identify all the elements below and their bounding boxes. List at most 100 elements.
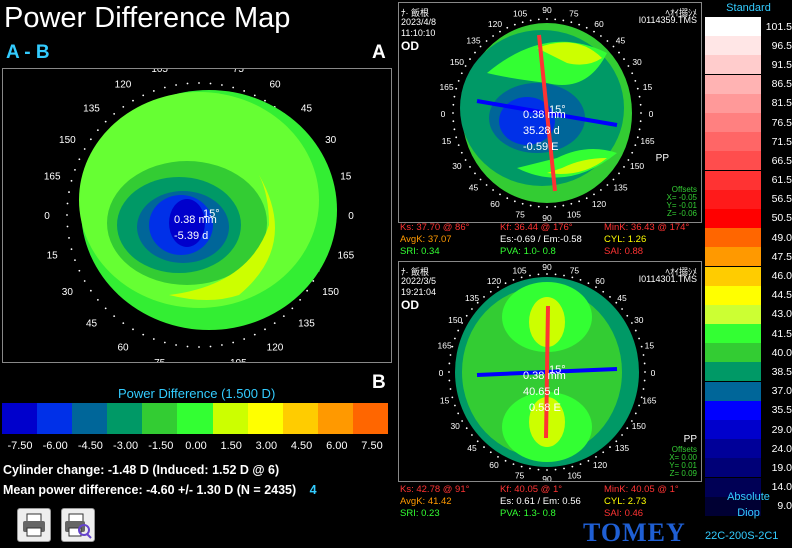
map-b-time: 19:21:04 bbox=[401, 287, 437, 297]
brand-logo: TOMEY bbox=[583, 518, 686, 547]
pd-tick-label: -7.50 bbox=[7, 440, 33, 452]
axis-tick bbox=[282, 315, 285, 318]
axis-tick bbox=[457, 144, 460, 147]
axis-tick bbox=[489, 290, 492, 293]
axis-label: 75 bbox=[515, 470, 525, 480]
axis-label: 135 bbox=[613, 183, 627, 193]
axis-tick bbox=[221, 84, 223, 86]
axis-label: 150 bbox=[322, 287, 339, 298]
difference-map: 0153045607590105120135150165015304560759… bbox=[44, 59, 355, 374]
print-preview-button[interactable] bbox=[61, 508, 95, 542]
map-b-center-line1: 0.38 mm bbox=[523, 370, 566, 382]
cylinder-change: Cylinder change: -1.48 D (Induced: 1.52 … bbox=[3, 463, 280, 477]
axis-label: 45 bbox=[301, 104, 313, 115]
axis-label: 150 bbox=[450, 57, 464, 67]
scale-swatch bbox=[705, 362, 761, 382]
axis-tick bbox=[163, 86, 166, 89]
axis-tick bbox=[89, 289, 92, 292]
axis-label: 135 bbox=[466, 35, 480, 45]
map-b-eye: OD bbox=[401, 298, 419, 312]
scale-row: 35.5 bbox=[705, 400, 792, 420]
axis-label: 165 bbox=[337, 250, 354, 261]
axis-tick bbox=[476, 301, 479, 304]
scale-label: 61.5 bbox=[771, 174, 792, 187]
axis-tick bbox=[638, 95, 641, 98]
pd-scale-block bbox=[212, 403, 248, 434]
axis-tick bbox=[626, 314, 629, 317]
axis-tick bbox=[512, 279, 515, 281]
map-b-name: ﾅ· 飯根 bbox=[401, 267, 429, 277]
axis-tick bbox=[221, 344, 223, 346]
scale-swatch bbox=[705, 113, 761, 133]
label-b: B bbox=[372, 372, 386, 393]
axis-tick bbox=[630, 420, 633, 422]
scale-label: 19.0 bbox=[771, 461, 792, 474]
axis-tick bbox=[451, 396, 454, 399]
scale-row: 71.5 bbox=[705, 132, 792, 152]
axis-tick bbox=[643, 362, 646, 365]
scale-label: 38.5 bbox=[771, 365, 792, 378]
map-a-date: 2023/4/8 bbox=[401, 17, 437, 27]
axis-tick bbox=[554, 18, 557, 21]
scale-label: 91.5 bbox=[771, 58, 792, 71]
scale-row: 37.0 bbox=[705, 381, 792, 401]
map-b-center-line2: 40.65 d bbox=[523, 386, 560, 398]
pd-tick-label: 3.00 bbox=[255, 440, 278, 452]
scale-row: 101.5 bbox=[705, 17, 792, 37]
axis-tick bbox=[585, 197, 588, 200]
scale-swatch bbox=[705, 36, 761, 56]
axis-label: 165 bbox=[438, 341, 452, 351]
scale-swatch bbox=[705, 266, 761, 286]
axis-label: 165 bbox=[44, 172, 61, 183]
axis-label: 15 bbox=[643, 82, 653, 92]
map-b: 0 15 30 45 60 75 90 105 120 135 150 165 0 15 30 45 60 75 9… bbox=[438, 262, 657, 484]
axis-tick bbox=[640, 345, 643, 348]
scale-swatch bbox=[705, 439, 761, 459]
axis-label: 150 bbox=[630, 161, 644, 171]
axis-tick bbox=[504, 459, 507, 462]
scale-swatch bbox=[705, 285, 761, 305]
scale-swatch bbox=[705, 132, 761, 152]
map-a-file: I0114359.TMS bbox=[638, 15, 697, 25]
axis-tick bbox=[563, 274, 565, 277]
axis-tick bbox=[469, 166, 471, 168]
scale-row: 19.0 bbox=[705, 458, 792, 478]
mean-power-difference: Mean power difference: -4.60 +/- 1.30 D … bbox=[3, 483, 317, 497]
pd-scale-block bbox=[317, 403, 353, 434]
pd-scale-block bbox=[107, 403, 143, 434]
axis-tick bbox=[291, 307, 294, 310]
axis-label: 30 bbox=[634, 315, 644, 325]
map-b-center-line3: 0.58 E bbox=[529, 402, 561, 414]
map-a: 0 15 30 45 60 75 90 105 120 135 150 165 0 15 30 45 60 75 9… bbox=[439, 5, 654, 223]
axis-tick bbox=[96, 129, 99, 132]
axis-tick bbox=[606, 40, 609, 42]
axis-tick bbox=[113, 315, 116, 318]
axis-tick bbox=[638, 128, 641, 131]
axis-label: 60 bbox=[594, 19, 604, 29]
print-button[interactable] bbox=[17, 508, 51, 542]
axis-tick bbox=[587, 459, 590, 462]
scale-label: 66.5 bbox=[771, 154, 792, 167]
axis-tick bbox=[521, 202, 524, 205]
map-a-panel: 0 15 30 45 60 75 90 105 120 135 150 165 0 15 30 45 60 75 9… bbox=[398, 2, 702, 223]
axis-tick bbox=[529, 467, 531, 470]
axis-tick bbox=[264, 328, 266, 331]
map-b-pp: PP bbox=[683, 434, 697, 445]
map-a-center-line1: 0.38 mm bbox=[523, 109, 566, 121]
axis-tick bbox=[66, 202, 69, 205]
scale-label: 81.5 bbox=[771, 97, 792, 110]
axis-label: 0 bbox=[348, 211, 354, 222]
axis-tick bbox=[554, 205, 557, 208]
axis-tick bbox=[546, 18, 548, 20]
page-title: Power Difference Map bbox=[4, 2, 291, 34]
axis-tick bbox=[273, 322, 276, 325]
axis-tick bbox=[186, 345, 189, 348]
map-b-panel: 0 15 30 45 60 75 90 105 120 135 150 165 0 15 30 45 60 75 9… bbox=[398, 261, 702, 484]
axis-tick bbox=[506, 26, 509, 29]
pd-tick-label: -4.50 bbox=[77, 440, 103, 452]
axis-tick bbox=[621, 308, 623, 310]
axis-tick bbox=[546, 273, 548, 275]
scale-header: Standard bbox=[726, 2, 771, 14]
axis-label: 150 bbox=[448, 315, 462, 325]
map-b-date: 2022/3/5 bbox=[401, 276, 437, 286]
